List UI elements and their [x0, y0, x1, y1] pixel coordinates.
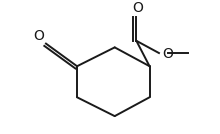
Text: O: O — [162, 47, 173, 61]
Text: O: O — [33, 29, 44, 43]
Text: O: O — [132, 1, 143, 15]
